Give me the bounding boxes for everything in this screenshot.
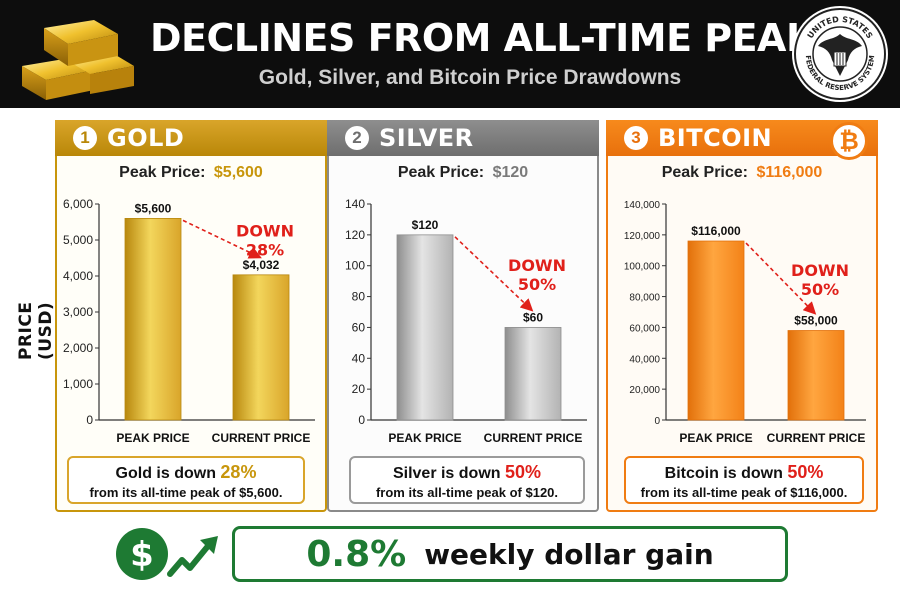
gold-down-arrow xyxy=(182,219,262,259)
page-subtitle: Gold, Silver, and Bitcoin Price Drawdown… xyxy=(258,66,682,89)
gold-bar-value-label: $4,032 xyxy=(243,258,280,272)
bitcoin-peak-value: $116,000 xyxy=(756,164,823,181)
gold-y-tick-label: 5,000 xyxy=(63,233,93,247)
bitcoin-down-arrow xyxy=(745,242,817,315)
silver-peak-value: $120 xyxy=(492,164,529,181)
bitcoin-y-tick-label: 40,000 xyxy=(629,354,660,365)
bitcoin-summary-prefix: Bitcoin is down xyxy=(664,465,783,482)
bitcoin-y-tick-label: 80,000 xyxy=(629,293,660,304)
bitcoin-number-badge: 3 xyxy=(624,126,648,150)
gold-y-tick-label: 3,000 xyxy=(63,305,93,319)
silver-y-tick-label: 80 xyxy=(352,290,366,304)
silver-summary-prefix: Silver is down xyxy=(392,465,501,482)
gold-panel-title: GOLD xyxy=(107,124,185,152)
gold-y-tick-label: 1,000 xyxy=(63,377,93,391)
bitcoin-peak-label: Peak Price: xyxy=(661,164,748,181)
silver-panel-header: 2 SILVER xyxy=(327,120,599,156)
bitcoin-peak-line: Peak Price: $116,000 xyxy=(608,164,876,182)
silver-panel: 2 SILVER Peak Price: $120 0 20 40 60 80 100 12… xyxy=(327,120,599,512)
gold-bar-current xyxy=(232,274,290,421)
silver-summary-pct: 50% xyxy=(505,462,542,482)
silver-panel-title: SILVER xyxy=(379,124,474,152)
bitcoin-category-label: PEAK PRICE xyxy=(679,431,752,445)
bitcoin-panel-title: BITCOIN xyxy=(658,124,773,152)
silver-bar-value-label: $60 xyxy=(523,310,543,324)
silver-number-badge: 2 xyxy=(345,126,369,150)
silver-y-tick-label: 20 xyxy=(352,382,366,396)
federal-reserve-seal-icon: UNITED STATES FEDERAL RESERVE SYSTEM xyxy=(792,6,888,102)
gold-bar-peak xyxy=(124,218,182,421)
gold-bar-value-label: $5,600 xyxy=(135,201,172,215)
silver-summary-detail: from its all-time peak of $120. xyxy=(375,485,559,500)
bitcoin-summary-box: Bitcoin is down 50% from its all-time pe… xyxy=(624,456,864,504)
gold-summary-pct: 28% xyxy=(220,462,257,482)
silver-y-tick-label: 120 xyxy=(345,228,365,242)
gold-y-tick-label: 0 xyxy=(86,413,93,427)
bitcoin-summary-detail: from its all-time peak of $116,000. xyxy=(640,485,848,500)
bitcoin-panel-header: 3 BITCOIN ₿ xyxy=(606,120,878,160)
silver-peak-label: Peak Price: xyxy=(397,164,485,181)
bitcoin-y-tick-label: 140,000 xyxy=(624,200,661,211)
bitcoin-bar-current xyxy=(787,330,845,421)
gold-y-tick-label: 6,000 xyxy=(63,197,93,211)
silver-y-tick-label: 60 xyxy=(352,320,366,334)
bitcoin-down-annotation: DOWN xyxy=(791,261,849,280)
gold-down-annotation: DOWN xyxy=(236,222,294,241)
silver-down-annotation: DOWN xyxy=(508,256,566,275)
bitcoin-icon: ₿ xyxy=(830,122,868,160)
weekly-gain-box: 0.8% weekly dollar gain xyxy=(232,526,788,582)
silver-summary-box: Silver is down 50% from its all-time pea… xyxy=(349,456,585,504)
bitcoin-bar-value-label: $58,000 xyxy=(794,314,838,328)
weekly-gain-pct: 0.8% xyxy=(306,533,407,575)
gold-bars-icon xyxy=(22,20,134,100)
gold-down-annotation: 28% xyxy=(246,241,284,260)
silver-y-tick-label: 100 xyxy=(345,259,365,273)
gold-summary-prefix: Gold is down xyxy=(115,465,216,482)
dollar-growth-icon: $ xyxy=(116,528,218,580)
gold-summary-box: Gold is down 28% from its all-time peak … xyxy=(67,456,305,504)
bitcoin-bar-peak xyxy=(687,240,745,421)
bitcoin-summary-pct: 50% xyxy=(787,462,824,482)
bitcoin-y-tick-label: 60,000 xyxy=(629,323,660,334)
gold-number-badge: 1 xyxy=(73,126,97,150)
silver-y-tick-label: 40 xyxy=(352,351,366,365)
silver-bar-chart: 0 20 40 60 80 100 120 140 $120 PEAK PRICE $60 CURRE… xyxy=(345,197,587,445)
silver-down-annotation: 50% xyxy=(518,275,556,294)
bitcoin-y-tick-label: 120,000 xyxy=(624,231,661,242)
weekly-gain-text: weekly dollar gain xyxy=(424,537,714,571)
gold-panel-header: 1 GOLD xyxy=(55,120,327,156)
gold-panel: 1 GOLD Peak Price: $5,600 0 1,000 2,000 3,0… xyxy=(55,120,327,512)
bitcoin-down-annotation: 50% xyxy=(801,280,839,299)
bitcoin-category-label: CURRENT PRICE xyxy=(767,431,866,445)
silver-category-label: CURRENT PRICE xyxy=(484,431,583,445)
gold-summary-detail: from its all-time peak of $5,600. xyxy=(89,485,283,500)
silver-y-tick-label: 0 xyxy=(358,413,365,427)
silver-peak-line: Peak Price: $120 xyxy=(329,164,597,182)
page-title: DECLINES FROM ALL-TIME PEAKS xyxy=(150,16,842,60)
gold-peak-label: Peak Price: xyxy=(119,164,206,181)
bitcoin-panel: 3 BITCOIN ₿ Peak Price: $116,000 0 20,000… xyxy=(606,120,878,512)
silver-bar-current xyxy=(504,327,562,421)
y-axis-title: PRICE (USD) xyxy=(16,301,56,360)
bitcoin-y-tick-label: 100,000 xyxy=(624,262,661,273)
gold-category-label: CURRENT PRICE xyxy=(212,431,311,445)
gold-y-tick-label: 2,000 xyxy=(63,341,93,355)
gold-category-label: PEAK PRICE xyxy=(116,431,189,445)
gold-y-tick-label: 4,000 xyxy=(63,269,93,283)
silver-y-tick-label: 140 xyxy=(345,197,365,211)
silver-category-label: PEAK PRICE xyxy=(388,431,461,445)
gold-peak-line: Peak Price: $5,600 xyxy=(57,164,325,182)
dollar-sign-glyph: $ xyxy=(130,535,154,575)
silver-bar-value-label: $120 xyxy=(412,218,439,232)
bitcoin-y-tick-label: 0 xyxy=(654,416,660,427)
bitcoin-bar-value-label: $116,000 xyxy=(691,224,741,238)
gold-bar-chart: 0 1,000 2,000 3,000 4,000 5,000 6,000 $5,600 PEA… xyxy=(63,197,315,445)
bitcoin-bar-chart: 0 20,000 40,000 60,000 80,000 100,000 120,000 1… xyxy=(624,200,866,445)
bitcoin-y-tick-label: 20,000 xyxy=(629,385,660,396)
silver-down-arrow xyxy=(454,236,534,312)
header: DECLINES FROM ALL-TIME PEAKS Gold, Silve… xyxy=(0,0,900,108)
silver-bar-peak xyxy=(396,234,454,421)
gold-peak-value: $5,600 xyxy=(213,164,263,181)
